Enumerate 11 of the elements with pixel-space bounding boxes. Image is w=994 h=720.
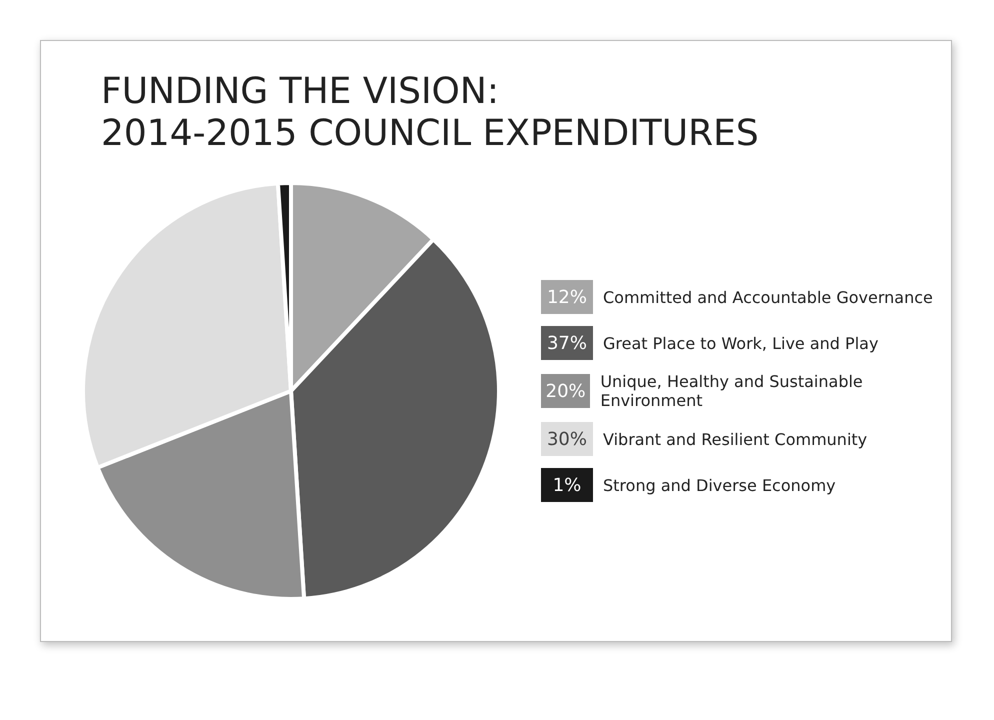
chart-title: FUNDING THE VISION: 2014-2015 COUNCIL EXPENDITURES: [101, 71, 759, 155]
legend-label: Great Place to Work, Live and Play: [603, 334, 878, 352]
data-label: 1%: [541, 468, 593, 502]
data-label: 37%: [541, 326, 593, 360]
data-label: 30%: [541, 422, 593, 456]
legend-label: Vibrant and Resilient Community: [603, 430, 868, 448]
data-label: 20%: [541, 374, 590, 408]
data-label: 12%: [541, 280, 593, 314]
legend-label: Unique, Healthy and Sustainable Environment: [600, 372, 864, 410]
legend-label: Committed and Accountable Governance: [603, 288, 933, 306]
legend-label: Strong and Diverse Economy: [603, 476, 836, 494]
